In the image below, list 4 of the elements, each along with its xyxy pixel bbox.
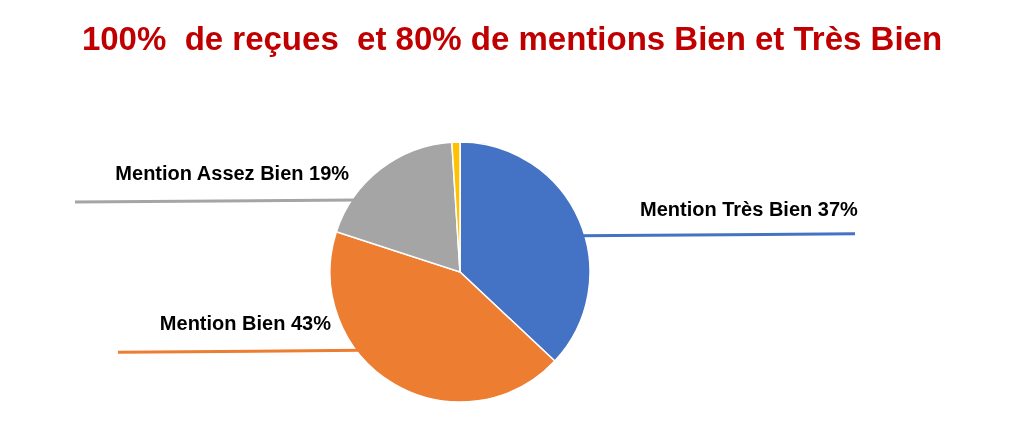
slice-label: Mention Très Bien 37% [640,197,859,220]
slice-label: Mention Assez Bien 19% [115,162,350,185]
chart-title: 100% de reçues et 80% de mentions Bien et Très Bien [81,20,943,57]
slice-label: Mention Bien 43% [159,312,332,335]
